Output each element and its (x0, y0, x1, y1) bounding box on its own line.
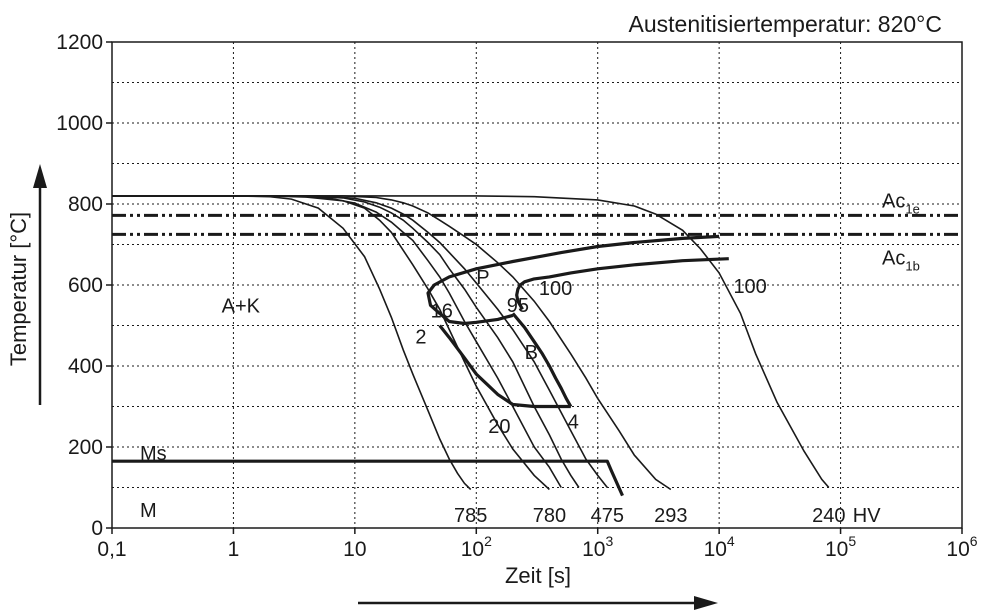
hardness-label: 240 (812, 505, 845, 527)
chart-title: Austenitisiertemperatur: 820°C (629, 11, 942, 37)
hardness-label: 293 (654, 505, 687, 527)
region-label-ak: A+K (222, 295, 261, 317)
cooling-curve-2 (112, 195, 550, 491)
cooling-curve-1 (112, 195, 472, 491)
y-tick-label: 1000 (56, 112, 103, 135)
hv-unit-label: HV (853, 505, 881, 527)
x-tick-label: 105 (825, 533, 856, 561)
ac-label-1b: Ac1b (882, 247, 920, 273)
transformation-lines (112, 234, 729, 497)
y-axis-arrow (33, 164, 47, 405)
x-axis-label: Zeit [s] (505, 563, 571, 588)
region-label-p: P (476, 267, 489, 289)
percent-label: 100 (539, 278, 572, 300)
y-tick-label: 800 (68, 193, 103, 216)
y-tick-label: 0 (91, 517, 103, 540)
transformation-line-p-start (426, 234, 720, 326)
cooling-curve-5 (112, 195, 608, 488)
transformation-line-p-end (515, 257, 729, 311)
y-tick-label: 1200 (56, 31, 103, 54)
region-label-m: M (140, 500, 157, 522)
percent-label: 2 (415, 327, 426, 349)
x-tick-label: 106 (946, 533, 977, 561)
y-tick-label: 600 (68, 274, 103, 297)
ac-reference-lines: Ac1e Ac1b (112, 190, 962, 273)
y-axis-label: Temperatur [°C] (6, 212, 31, 366)
x-tick-label: 10 (343, 538, 366, 561)
cooling-curve-4 (112, 195, 580, 488)
region-label-ms: Ms (140, 443, 167, 465)
annotations: 785 780 475 293 240 HV 216 95 100 100 20 4 A+K P B Ms M (140, 267, 881, 527)
hardness-label: 475 (591, 505, 624, 527)
cooling-curve-3 (112, 195, 562, 488)
x-tick-label: 102 (461, 533, 492, 561)
x-tick-label: 1 (228, 538, 240, 561)
transformation-line-ms (112, 459, 624, 497)
cooling-curve-6 (112, 195, 672, 491)
ac-label-1e: Ac1e (882, 190, 920, 216)
y-tick-label: 400 (68, 355, 103, 378)
region-label-b: B (525, 342, 538, 364)
cooling-curve-7 (112, 195, 830, 489)
x-tick-label: 0,1 (97, 538, 126, 561)
cooling-curves (112, 195, 830, 491)
x-tick-label: 103 (582, 533, 613, 561)
percent-label: 20 (488, 416, 510, 438)
x-axis-arrow (358, 596, 718, 610)
percent-label: 95 (507, 295, 529, 317)
transformation-line-b-end (511, 312, 573, 408)
hardness-label: 780 (533, 505, 566, 527)
axis-ticks: 0 200 400 600 800 1000 1200 0,1 1 10 102 103 104 105 1… (56, 31, 978, 561)
transformation-line-b-start (438, 324, 571, 409)
hardness-label: 785 (454, 505, 487, 527)
percent-label: 4 (568, 412, 579, 434)
percent-label: 16 (431, 300, 453, 322)
x-tick-label: 104 (704, 533, 735, 561)
y-tick-label: 200 (68, 436, 103, 459)
percent-label: 100 (733, 276, 766, 298)
grid (112, 42, 962, 528)
